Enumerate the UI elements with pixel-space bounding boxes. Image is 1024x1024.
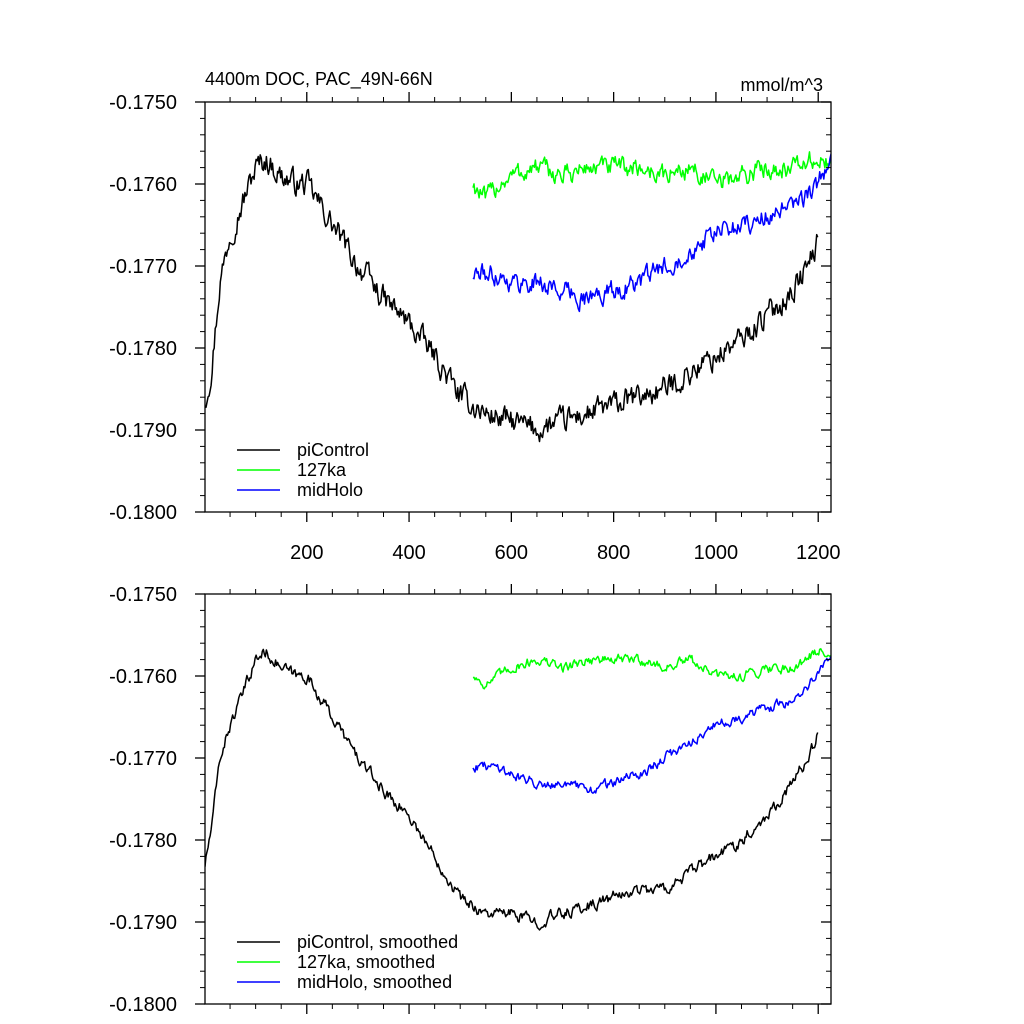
series-line-0 [205,154,819,443]
legend-label-2: midHolo, smoothed [297,972,452,992]
x-tick-label-2: 600 [495,542,528,564]
legend-label-1: 127ka [297,460,347,480]
y-tick-label-4: -0.1790 [109,912,177,934]
plot-frame [204,101,832,513]
series-line-2 [472,656,831,794]
series-line-1 [472,151,831,199]
x-tick-label-0: 200 [290,542,323,564]
top-panel: 4400m DOC, PAC_49N-66N mmol/m^3 -0.1750 -0.… [109,69,840,564]
y-tick-label-5: -0.1800 [109,502,177,524]
series-group [205,151,831,443]
bottom-panel: -0.1750 -0.1760 -0.1770 -0.1780 -0.1790 -0.18… [109,584,832,1016]
legend-label-1: 127ka, smoothed [297,952,435,972]
y-tick-label-0: -0.1750 [109,92,177,114]
x-tick-label-1: 400 [392,542,425,564]
legend-label-2: midHolo [297,480,363,500]
y-tick-label-5: -0.1800 [109,994,177,1016]
x-tick-label-3: 800 [597,542,630,564]
series-line-2 [472,153,831,313]
y-tick-label-1: -0.1760 [109,666,177,688]
series-group [205,648,831,931]
series-line-0 [205,648,819,931]
y-tick-label-2: -0.1770 [109,748,177,770]
y-tick-label-3: -0.1780 [109,830,177,852]
x-tick-label-4: 1000 [694,542,739,564]
series-line-1 [472,648,831,690]
y-tick-label-2: -0.1770 [109,256,177,278]
plot-frame [204,593,832,1005]
legend-label-0: piControl, smoothed [297,932,458,952]
y-tick-label-3: -0.1780 [109,338,177,360]
y-tick-label-1: -0.1760 [109,174,177,196]
chart-title: 4400m DOC, PAC_49N-66N [205,69,433,90]
x-tick-label-5: 1200 [796,542,841,564]
legend-label-0: piControl [297,440,369,460]
units-label: mmol/m^3 [741,75,823,95]
y-tick-label-0: -0.1750 [109,584,177,606]
y-tick-label-4: -0.1790 [109,420,177,442]
